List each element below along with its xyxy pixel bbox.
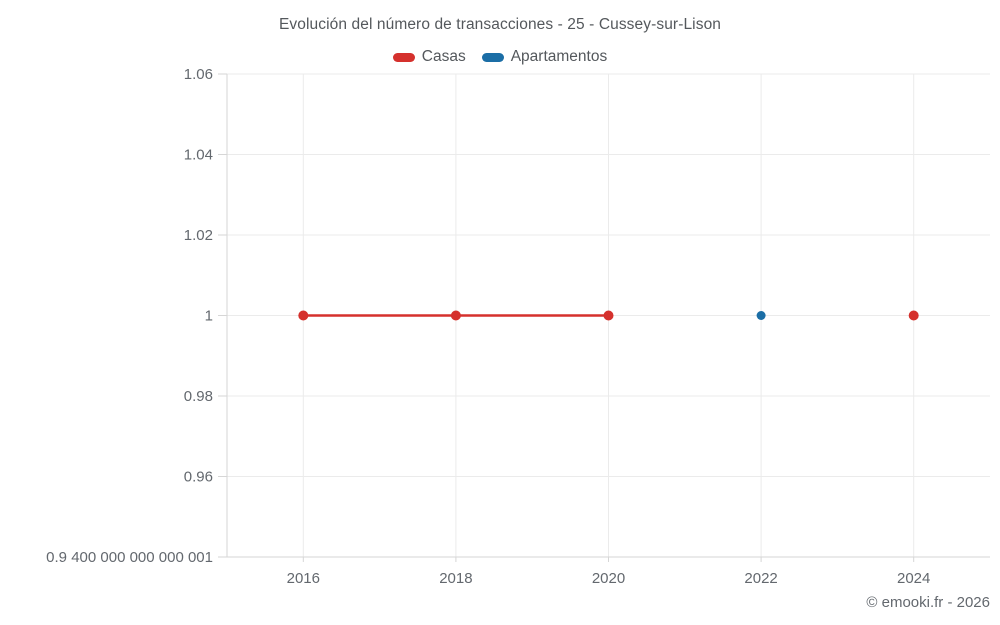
x-axis-tick-label: 2020	[592, 570, 625, 587]
x-axis-tick-label: 2016	[287, 570, 320, 587]
legend-item-apartamentos[interactable]: Apartamentos	[481, 48, 608, 66]
apartamentos-legend-swatch-icon	[481, 52, 504, 62]
x-axis-tick-label: 2018	[439, 570, 472, 587]
footer-credit: © emooki.fr - 2026	[866, 594, 990, 611]
y-axis-tick-label: 0.96	[184, 469, 213, 486]
y-axis-tick-label: 1.02	[184, 227, 213, 244]
data-point-casas-2024[interactable]	[908, 310, 919, 321]
y-axis-tick-label: 1.06	[184, 66, 213, 83]
y-axis-tick-label: 0.9 400 000 000 000 001	[46, 549, 213, 566]
data-point-casas-2020[interactable]	[603, 310, 614, 321]
legend-label-apartamentos: Apartamentos	[510, 48, 608, 65]
y-axis-tick-label: 0.98	[184, 388, 213, 405]
data-point-casas-2016[interactable]	[298, 310, 309, 321]
casas-legend-swatch-icon	[392, 52, 415, 62]
x-axis-tick-label: 2022	[744, 570, 777, 587]
chart-title: Evolución del número de transacciones - …	[278, 16, 722, 33]
y-axis-tick-label: 1	[205, 308, 213, 325]
data-point-apartamentos-2022[interactable]	[756, 311, 766, 320]
legend-label-casas: Casas	[421, 48, 466, 65]
x-axis-tick-label: 2024	[897, 570, 930, 587]
legend: Casas Apartamentos	[0, 47, 1000, 67]
y-axis-tick-label: 1.04	[184, 147, 213, 164]
legend-item-casas[interactable]: Casas	[392, 48, 466, 66]
data-point-casas-2018[interactable]	[450, 310, 461, 321]
